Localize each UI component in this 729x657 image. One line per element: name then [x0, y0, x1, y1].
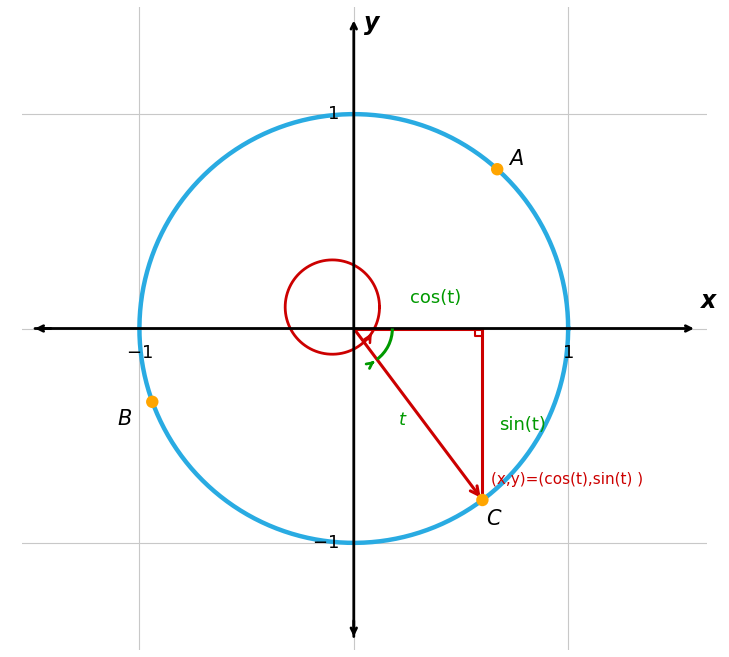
Point: [147, 397, 158, 407]
Text: $-1$: $-1$: [126, 344, 153, 361]
Text: (x,y)=(cos(t),sin(t) ): (x,y)=(cos(t),sin(t) ): [491, 472, 643, 487]
Text: C: C: [486, 509, 500, 530]
Text: $1$: $1$: [327, 105, 339, 123]
Text: B: B: [117, 409, 132, 429]
Text: t: t: [399, 411, 406, 428]
Point: [491, 164, 503, 175]
Text: A: A: [510, 148, 523, 168]
Text: sin(t): sin(t): [499, 416, 547, 434]
Text: x: x: [701, 290, 717, 313]
Point: [477, 495, 488, 505]
Text: y: y: [364, 11, 380, 35]
Text: $-1$: $-1$: [312, 534, 339, 552]
Text: $1$: $1$: [562, 344, 574, 361]
Text: cos(t): cos(t): [410, 289, 461, 307]
